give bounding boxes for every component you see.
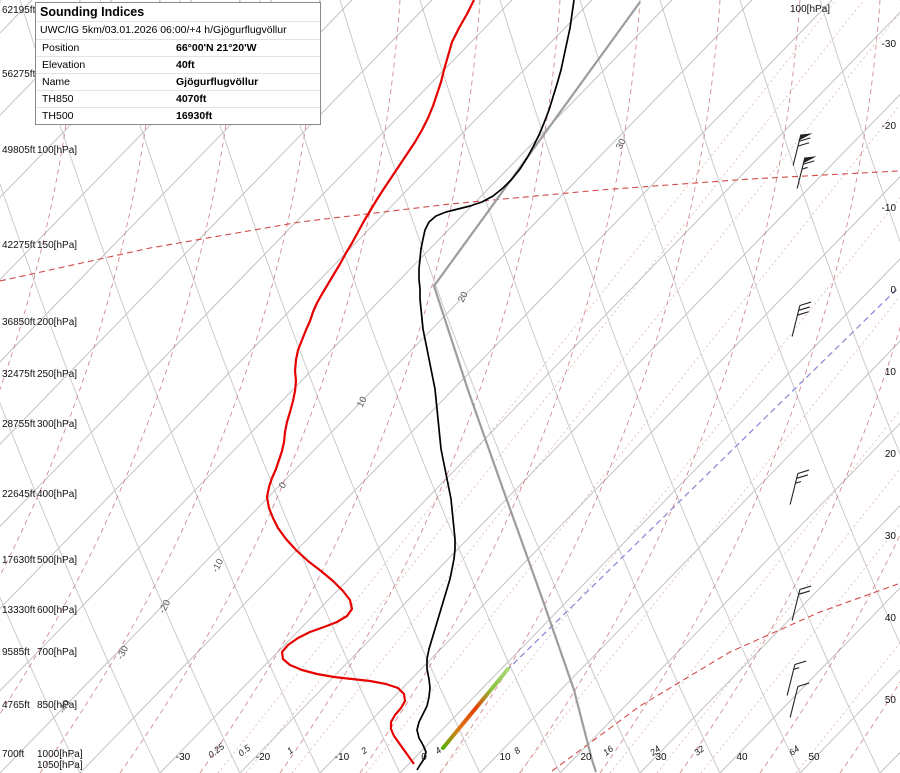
panel-rows: Position 66°00'N 21°20'W Elevation 40ft Name… [36,40,320,124]
panel-row-label: TH850 [42,93,74,105]
wind-barb-icon [789,469,810,505]
temperature-tick-label: -30 [882,39,897,50]
temperature-tick-label: 50 [885,695,897,706]
temperature-tick-label: -20 [256,752,271,763]
temperature-tick-label: 20 [580,752,592,763]
pressure-hpa-label: 100[hPa] [790,4,830,15]
mixing-ratio-label: 0.25 [206,741,227,760]
temperature-tick-label: -20 [882,121,897,132]
adiabat-value-label: -30 [115,644,131,661]
temperature-tick-label: -30 [176,752,191,763]
temperature-tick-label: 40 [885,613,897,624]
wind-barb-icon [791,301,812,337]
temperature-tick-label: 10 [885,367,897,378]
parcel-cape-segment [441,667,510,750]
mixing-ratio-label: 2 [358,745,369,757]
right-axis-labels: 100[hPa] -30 -20 -10 0 10 20 30 40 50 [790,4,896,706]
panel-row-value: 4070ft [176,93,207,105]
mixing-ratio-label: 1 [285,745,295,756]
temperature-tick-label: -10 [882,203,897,214]
adiabat-value-label: 30 [614,137,629,152]
panel-title: Sounding Indices [36,3,320,22]
wind-barbs [786,133,817,718]
altitude-ft-label: 49805ft [2,145,36,156]
adiabat-value-label: -20 [157,598,173,615]
temperature-tick-label: 20 [885,449,897,460]
pressure-hpa-label: 600[hPa] [37,605,77,616]
temperature-tick-label: 0 [890,285,896,296]
temperature-tick-label: 50 [808,752,820,763]
pressure-hpa-label: 300[hPa] [37,419,77,430]
mixing-ratio-label: 32 [692,744,706,758]
wind-barb-icon [789,682,810,718]
altitude-ft-label: 56275ft [2,69,36,80]
altitude-ft-label: 13330ft [2,605,36,616]
temperature-tick-label: 40 [736,752,748,763]
panel-row-label: Elevation [42,59,86,71]
mixing-ratio-label: 64 [787,744,801,758]
wind-barb-icon [786,660,807,696]
panel-row: Position 66°00'N 21°20'W [36,40,320,57]
altitude-ft-label: 9585ft [2,647,30,658]
panel-row-label: Name [42,76,71,88]
temperature-tick-label: 30 [655,752,667,763]
panel-row-label: TH500 [42,110,74,122]
altitude-ft-label: 28755ft [2,419,36,430]
pressure-hpa-label: 500[hPa] [37,555,77,566]
altitude-ft-label: 42275ft [2,240,36,251]
panel-row: Elevation 40ft [36,57,320,74]
pressure-hpa-label: 250[hPa] [37,369,77,380]
panel-row-value: 40ft [176,59,195,71]
altitude-ft-label: 4765ft [2,700,30,711]
pressure-hpa-label: 1050[hPa] [37,760,83,771]
altitude-ft-label: 17630ft [2,555,36,566]
altitude-ft-label: 36850ft [2,317,36,328]
adiabat-value-label: 20 [456,290,471,305]
mixing-ratio-label: 8 [512,745,522,756]
adiabat-value-label: 0 [277,481,289,491]
altitude-ft-label: 62195ft [2,5,36,16]
panel-row: TH850 4070ft [36,91,320,108]
pressure-hpa-label: 850[hPa] [37,700,77,711]
temperature-curve [416,0,575,771]
pressure-hpa-label: 700[hPa] [37,647,77,658]
panel-row-value: 16930ft [176,110,213,122]
dewpoint-curve [265,0,475,765]
panel-row: Name Gjögurflugvöllur [36,74,320,91]
wind-barb-icon [791,585,812,621]
pressure-hpa-label: 400[hPa] [37,489,77,500]
pressure-hpa-label: 100[hPa] [37,145,77,156]
pressure-hpa-label: 150[hPa] [37,240,77,251]
panel-subtitle: UWC/IG 5km/03.01.2026 06:00/+4 h/Gjögurf… [36,22,320,40]
mixing-ratio-label: 4 [433,745,443,756]
pressure-hpa-label: 1000[hPa] [37,749,83,760]
panel-row-value: Gjögurflugvöllur [176,76,259,88]
altitude-ft-label: 700ft [2,749,24,760]
temperature-tick-label: -10 [335,752,350,763]
adiabat-value-label: 10 [355,395,370,410]
panel-row: TH500 16930ft [36,108,320,124]
bottom-axis-labels: -30 -20 -10 0 10 20 30 40 500.25 0.5 1 2 4 8 16 24 32 64 [176,741,820,763]
sounding-indices-panel: Sounding Indices UWC/IG 5km/03.01.2026 0… [35,2,321,125]
panel-row-value: 66°00'N 21°20'W [176,42,257,54]
temperature-tick-label: 10 [499,752,511,763]
temperature-tick-label: 0 [421,752,427,763]
altitude-ft-label: 22645ft [2,489,36,500]
blue-dashed-line [505,287,899,672]
mixing-ratio-label: 0.5 [236,742,253,758]
left-axis-labels: 62195ft 56275ft 49805ft 100[hPa] 42275ft 150[… [2,5,83,771]
temperature-tick-label: 30 [885,531,897,542]
altitude-ft-label: 32475ft [2,369,36,380]
gray-reference-line [432,1,641,773]
panel-row-label: Position [42,42,80,54]
mixing-ratio-label: 16 [601,744,615,758]
pressure-hpa-label: 200[hPa] [37,317,77,328]
red-dashed-reference-curves [0,170,899,772]
